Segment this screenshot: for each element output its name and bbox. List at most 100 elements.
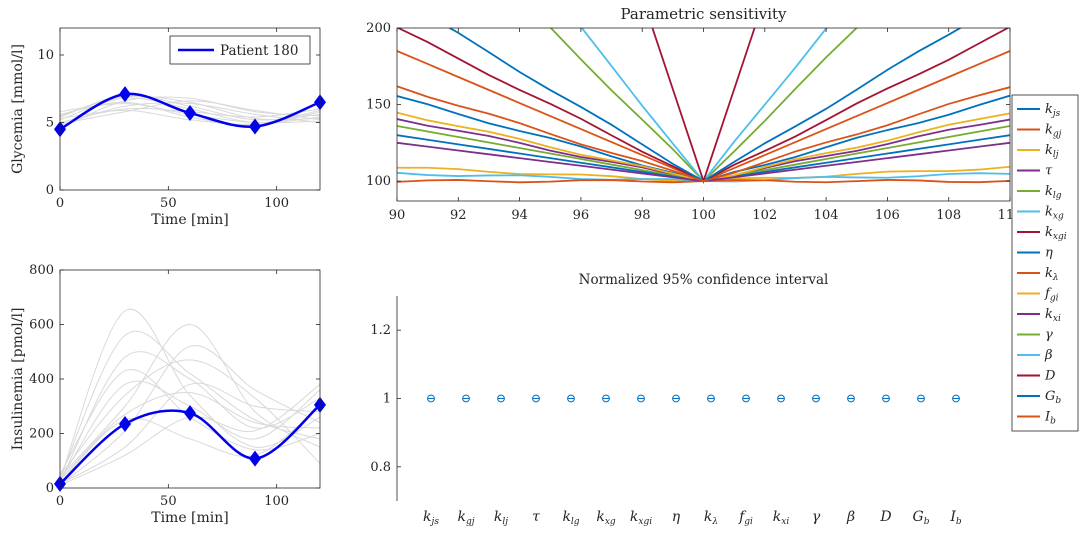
legend-label: Patient 180 <box>220 43 298 59</box>
legend-label-eta: η <box>1045 246 1053 261</box>
patient-marker <box>249 118 261 135</box>
ci-marker <box>672 394 680 403</box>
x-tick-label: Gb <box>913 509 930 527</box>
legend-label-G_b: Gb <box>1045 389 1061 406</box>
y-tick-label: 1 <box>383 392 391 407</box>
x-tick-label: kxi <box>773 509 790 527</box>
legend-label-f_gi: fgi <box>1044 287 1059 304</box>
x-tick-label: kxg <box>596 509 616 527</box>
y-tick-label: 800 <box>29 263 54 278</box>
y-tick-label: 0 <box>46 183 54 198</box>
ci-marker <box>882 394 890 403</box>
y-axis-label: Insulinemia [pmol/l] <box>10 308 26 451</box>
x-axis-label: Time [min] <box>151 212 229 228</box>
y-axis-label: Glycemia [mmol/l] <box>10 44 26 174</box>
sensitivity-line-I_b <box>397 85 1010 183</box>
insulinemia-chart: 0 50 100 0 200 400 600 800 Time [min] Insulinemia… <box>10 263 326 526</box>
ci-marker <box>742 394 750 403</box>
x-tick-label: 50 <box>160 196 177 211</box>
patient-marker <box>119 415 131 432</box>
y-tick-label: 200 <box>366 21 391 36</box>
y-tick-label: 600 <box>29 318 54 333</box>
legend-label-k_gj: kgj <box>1045 123 1062 140</box>
ci-marker <box>847 394 855 403</box>
x-tick-label: γ <box>812 509 821 525</box>
legend-label-D: D <box>1044 369 1056 384</box>
x-tick-label: kjs <box>423 509 439 527</box>
ci-marker <box>602 394 610 403</box>
ci-marker <box>917 394 925 403</box>
x-tick-label: 106 <box>875 208 900 223</box>
legend-label-beta: β <box>1044 348 1053 363</box>
axes-box <box>59 27 321 191</box>
x-tick-label: 108 <box>936 208 961 223</box>
legend-label-k_lj: klj <box>1045 143 1059 160</box>
x-tick-label: D <box>879 509 891 525</box>
ci-marker <box>532 394 540 403</box>
legend-label-gamma: γ <box>1045 328 1053 343</box>
x-tick-label: β <box>846 509 855 525</box>
x-tick-label: kgj <box>457 509 474 527</box>
x-tick-label: klj <box>494 509 508 527</box>
population-curve <box>59 392 321 481</box>
x-tick-label: Ib <box>949 509 962 527</box>
y-tick-label: 0.8 <box>370 460 391 475</box>
population-curve <box>59 345 321 486</box>
x-tick-label: 50 <box>160 494 177 509</box>
population-curve <box>59 308 321 481</box>
x-tick-label: 96 <box>573 208 590 223</box>
y-tick-label: 0 <box>46 481 54 496</box>
population-curve <box>59 351 321 483</box>
sensitivity-line-k_gj <box>397 50 1010 183</box>
population-curve <box>59 323 321 478</box>
x-tick-label: fgi <box>738 509 753 527</box>
ci-marker <box>567 394 575 403</box>
legend-label-k_lambda: kλ <box>1045 266 1059 283</box>
x-tick-label: 92 <box>450 208 467 223</box>
ci-marker <box>427 394 435 403</box>
confidence-interval-chart: Normalized 95% confidence interval 0.8 1 1.… <box>370 272 962 527</box>
patient-marker <box>184 105 196 122</box>
x-tick-label: klg <box>562 509 579 527</box>
population-curve <box>59 96 321 129</box>
ci-marker <box>777 394 785 403</box>
patient-marker <box>249 450 261 467</box>
x-tick-label: 0 <box>56 196 64 211</box>
patient-marker <box>119 86 131 103</box>
chart-title: Parametric sensitivity <box>620 5 787 23</box>
ci-marker <box>497 394 505 403</box>
ci-marker <box>812 394 820 403</box>
y-tick-label: 10 <box>37 48 54 63</box>
ci-marker <box>637 394 645 403</box>
x-tick-label: η <box>672 509 681 525</box>
legend-label-k_lg: klg <box>1045 184 1062 201</box>
y-tick-label: 400 <box>29 372 54 387</box>
y-tick-label: 1.2 <box>370 323 391 338</box>
x-tick-label: τ <box>532 509 540 525</box>
population-curve <box>59 382 321 485</box>
x-tick-label: 100 <box>691 208 716 223</box>
x-tick-label: kλ <box>704 509 718 527</box>
glycemia-chart: 0 50 100 0 5 10 Time [min] Glycemia [mmol/l] Pat… <box>10 27 326 228</box>
legend-label-k_xi: kxi <box>1045 307 1061 324</box>
legend-label-k_xgi: kxgi <box>1045 225 1067 242</box>
x-tick-label: 104 <box>814 208 839 223</box>
y-tick-label: 150 <box>366 98 391 113</box>
ci-marker <box>952 394 960 403</box>
x-tick-label: 98 <box>634 208 651 223</box>
legend-label-I_b: Ib <box>1044 410 1056 427</box>
sensitivity-line-k_xgi <box>397 28 1010 183</box>
patient-marker <box>184 405 196 422</box>
y-tick-label: 100 <box>366 174 391 189</box>
y-tick-label: 5 <box>46 116 54 131</box>
parametric-sensitivity-chart: Parametric sensitivity 90 92 94 96 98 100 102 10… <box>366 5 1022 223</box>
x-tick-label: 100 <box>264 196 289 211</box>
x-axis-label: Time [min] <box>151 510 229 526</box>
y-tick-label: 200 <box>29 427 54 442</box>
chart-title: Normalized 95% confidence interval <box>579 272 829 288</box>
x-tick-label: kxgi <box>630 509 652 527</box>
x-tick-label: 100 <box>264 494 289 509</box>
population-curve <box>59 330 321 479</box>
sensitivity-lines <box>397 28 1010 184</box>
